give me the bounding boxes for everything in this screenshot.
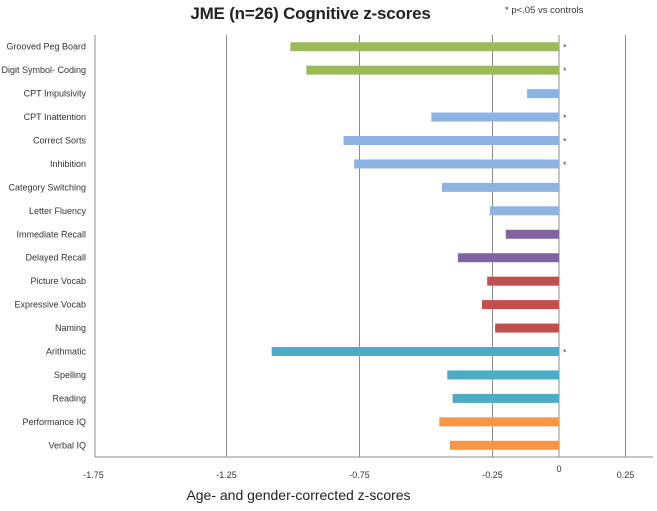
y-axis-label: Immediate Recall xyxy=(16,229,86,239)
x-axis-tick-labels: -1.75 -1.25 -0.75 -0.25 0 0.25 xyxy=(83,464,634,480)
bar xyxy=(495,323,559,333)
bar xyxy=(489,206,559,216)
y-axis-label: Spelling xyxy=(54,370,86,380)
y-axis-label: Inhibition xyxy=(50,159,86,169)
bar xyxy=(441,182,559,192)
significance-marker: * xyxy=(563,113,567,123)
bar xyxy=(505,229,559,239)
significance-note: * p<.05 vs controls xyxy=(505,5,584,16)
bar xyxy=(290,42,559,52)
significance-marker: * xyxy=(563,160,567,170)
bar xyxy=(306,65,559,75)
x-axis-title: Age- and gender-corrected z-scores xyxy=(0,487,657,503)
x-tick-label: -1.75 xyxy=(83,470,104,480)
bar xyxy=(481,300,559,310)
y-axis-label: Delayed Recall xyxy=(25,253,86,263)
y-axis-label: Verbal IQ xyxy=(48,440,86,450)
y-axis-label: Category Switching xyxy=(8,182,86,192)
y-axis-label: Letter Fluency xyxy=(29,206,87,216)
bars xyxy=(271,42,559,450)
bar xyxy=(439,417,559,427)
chart-title: JME (n=26) Cognitive z-scores xyxy=(0,4,657,24)
x-tick-label: 0.25 xyxy=(617,470,635,480)
bar xyxy=(431,112,559,122)
axes xyxy=(94,35,653,458)
x-tick-label: -0.25 xyxy=(482,470,503,480)
y-axis-label: CPT Inattention xyxy=(24,112,86,122)
y-axis-label: Arithmatic xyxy=(46,347,87,357)
y-axis-label: CPT Impulsivity xyxy=(24,89,87,99)
y-axis-label: Performance IQ xyxy=(22,417,86,427)
bar xyxy=(527,89,559,99)
significance-marker: * xyxy=(563,348,567,358)
significance-marker: * xyxy=(563,43,567,53)
bar xyxy=(354,159,559,169)
significance-markers: * * * * * * xyxy=(563,43,567,358)
bar xyxy=(457,253,559,263)
significance-marker: * xyxy=(563,137,567,147)
y-axis-label: Correct Sorts xyxy=(33,136,87,146)
y-axis-label: Grooved Peg Board xyxy=(6,42,86,52)
chart-title-text: JME (n=26) Cognitive z-scores xyxy=(190,4,431,23)
bar xyxy=(447,370,559,380)
bar xyxy=(343,136,559,145)
y-axis-label: Reading xyxy=(52,393,86,403)
x-tick-label: -1.25 xyxy=(216,470,237,480)
x-axis-title-text: Age- and gender-corrected z-scores xyxy=(186,487,411,503)
y-axis-label: Digit Symbol- Coding xyxy=(1,65,86,75)
y-axis-labels: Grooved Peg Board Digit Symbol- Coding CPT… xyxy=(1,42,86,451)
x-tick-label: -0.75 xyxy=(349,470,370,480)
bar xyxy=(449,440,559,450)
y-axis-label: Naming xyxy=(55,323,86,333)
bar xyxy=(271,347,559,356)
gridlines xyxy=(226,35,626,457)
x-tick-label: 0 xyxy=(556,464,561,474)
y-axis-label: Picture Vocab xyxy=(30,276,86,286)
bar xyxy=(487,276,559,286)
y-axis-label: Expressive Vocab xyxy=(14,300,86,310)
bar xyxy=(452,393,559,403)
significance-marker: * xyxy=(563,66,567,76)
